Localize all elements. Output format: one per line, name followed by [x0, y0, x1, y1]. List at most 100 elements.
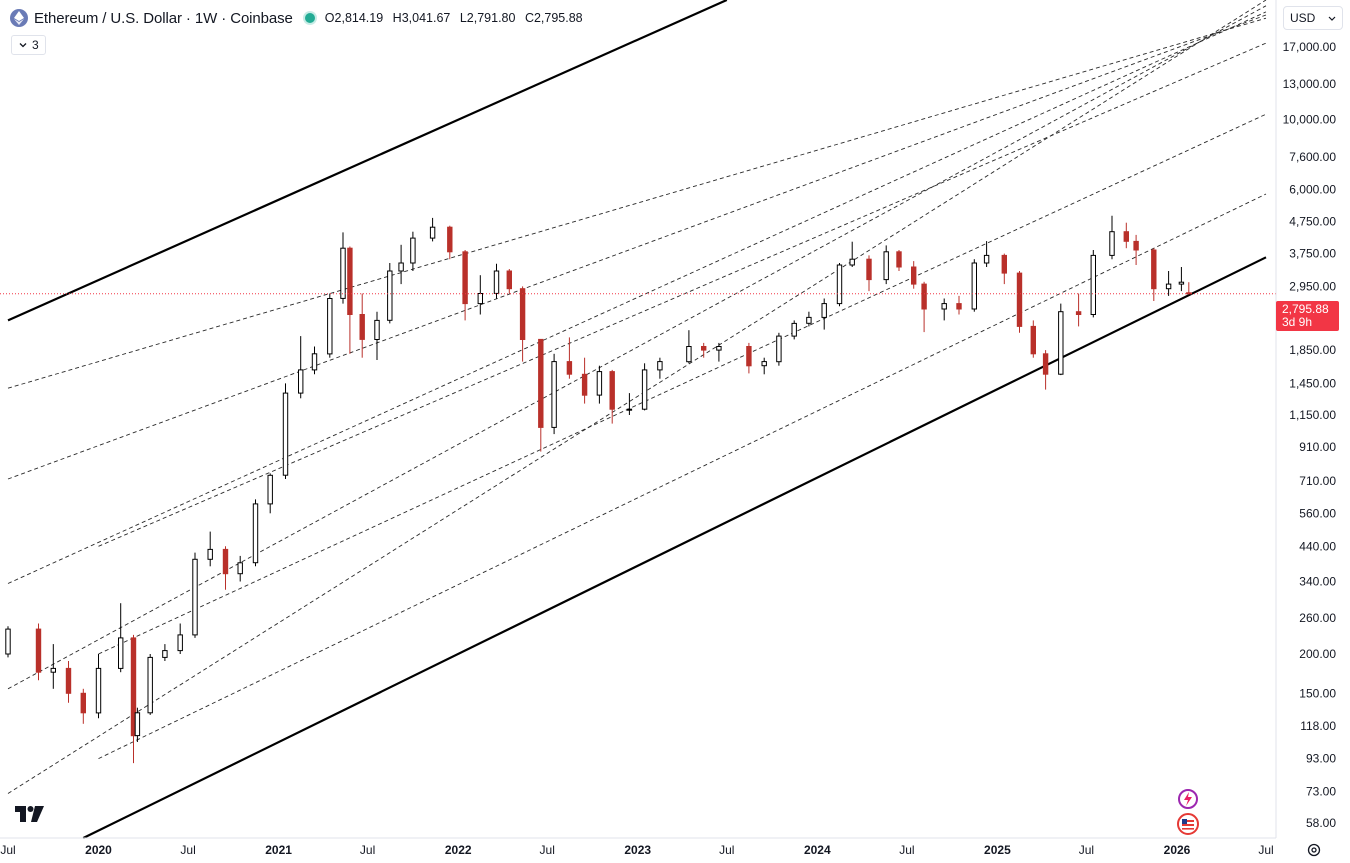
candlestick-series[interactable] [5, 215, 1192, 764]
candle[interactable] [374, 311, 380, 360]
candle[interactable] [791, 320, 797, 340]
candle[interactable] [298, 336, 304, 399]
candle[interactable] [716, 342, 722, 362]
candle[interactable] [776, 332, 782, 366]
candle[interactable] [1186, 282, 1192, 295]
time-axis[interactable]: Jul 2020 Jul 2021 Jul 2022 Jul 2023 Jul 2024 Jul 20… [0, 843, 1273, 857]
candle[interactable] [267, 473, 273, 514]
candle[interactable] [177, 623, 183, 655]
candle[interactable] [1133, 234, 1139, 265]
settings-gear-icon[interactable] [1306, 842, 1322, 863]
candle[interactable] [506, 269, 513, 294]
candle[interactable] [761, 357, 767, 375]
channel-inner-line-2[interactable] [7, 5, 1267, 690]
candle[interactable] [1151, 248, 1157, 301]
candle[interactable] [1075, 293, 1082, 327]
candle[interactable] [806, 311, 812, 327]
candle[interactable] [883, 245, 889, 285]
candle[interactable] [519, 286, 526, 362]
us-flag-icon[interactable] [1176, 812, 1200, 841]
candle[interactable] [192, 552, 198, 638]
candle[interactable] [596, 365, 603, 404]
candle[interactable] [566, 337, 573, 379]
ethereum-icon[interactable] [10, 9, 28, 27]
candle[interactable] [162, 644, 168, 661]
candle[interactable] [5, 626, 11, 658]
candle[interactable] [429, 217, 436, 242]
candle[interactable] [866, 255, 872, 292]
candle[interactable] [1058, 303, 1064, 376]
candle[interactable] [282, 383, 289, 479]
candle[interactable] [462, 250, 468, 321]
candle[interactable] [252, 499, 259, 567]
channel-upper-line[interactable] [7, 0, 728, 322]
candle[interactable] [983, 241, 990, 267]
candle[interactable] [1001, 253, 1007, 285]
candle[interactable] [686, 330, 692, 364]
candle[interactable] [641, 363, 648, 411]
candle[interactable] [551, 353, 557, 435]
candle[interactable] [147, 654, 153, 715]
candle[interactable] [956, 295, 962, 315]
channel-inner-line-1[interactable] [7, 0, 1267, 794]
candle[interactable] [896, 250, 902, 271]
candle[interactable] [1165, 271, 1172, 296]
candle[interactable] [1090, 250, 1096, 318]
currency-selector[interactable]: USD [1283, 6, 1343, 30]
candle[interactable] [222, 546, 229, 590]
candle[interactable] [657, 357, 663, 379]
candle[interactable] [1030, 320, 1036, 358]
candle[interactable] [911, 261, 917, 289]
candle[interactable] [130, 634, 137, 764]
candle[interactable] [447, 225, 453, 260]
candle[interactable] [327, 293, 333, 358]
indicators-toggle-button[interactable]: 3 [11, 35, 46, 55]
candle[interactable] [701, 342, 707, 358]
candle[interactable] [95, 654, 102, 719]
candle[interactable] [849, 241, 855, 267]
channel-inner-line-7[interactable] [98, 113, 1267, 655]
candle[interactable] [311, 346, 318, 375]
candle[interactable] [398, 244, 404, 285]
candle[interactable] [387, 263, 393, 324]
channel-inner-line-8[interactable] [98, 42, 1267, 547]
channel-lower-line[interactable] [82, 256, 1267, 839]
tradingview-logo-icon[interactable] [15, 806, 45, 827]
candle[interactable] [581, 357, 588, 404]
candle[interactable] [836, 263, 843, 307]
price-axis[interactable]: 22,000.0017,000.0013,000.0010,000.007,60… [1283, 5, 1337, 830]
channel-inner-line-4[interactable] [7, 14, 1267, 480]
candle[interactable] [971, 259, 977, 312]
channel-inner-line-6[interactable] [98, 193, 1267, 760]
candle[interactable] [410, 231, 416, 271]
candle[interactable] [35, 623, 42, 681]
candle[interactable] [65, 661, 72, 703]
candle[interactable] [50, 644, 56, 689]
candle[interactable] [347, 246, 353, 354]
channel-inner-line-3[interactable] [7, 11, 1267, 584]
candle[interactable] [493, 263, 500, 299]
symbol-title[interactable]: Ethereum / U.S. Dollar · 1W · Coinbase [34, 9, 293, 27]
trend-channel[interactable] [7, 0, 1267, 839]
candle[interactable] [1016, 271, 1023, 333]
candle[interactable] [1109, 215, 1115, 260]
candle[interactable] [821, 298, 827, 330]
speed-gauge-icon[interactable] [1176, 787, 1200, 816]
candle[interactable] [609, 369, 615, 424]
candle[interactable] [941, 298, 947, 321]
candle[interactable] [921, 281, 927, 333]
candle[interactable] [538, 338, 544, 452]
candle[interactable] [746, 342, 752, 374]
channel-inner-line-5[interactable] [7, 17, 1267, 389]
candle[interactable] [118, 603, 124, 673]
candle[interactable] [626, 393, 633, 415]
candle[interactable] [237, 555, 243, 582]
candle[interactable] [340, 232, 346, 304]
candle[interactable] [134, 707, 141, 742]
candle[interactable] [1123, 222, 1129, 249]
candle[interactable] [80, 688, 86, 724]
candle[interactable] [477, 275, 484, 315]
candle[interactable] [1178, 267, 1185, 292]
candle[interactable] [1042, 350, 1049, 390]
